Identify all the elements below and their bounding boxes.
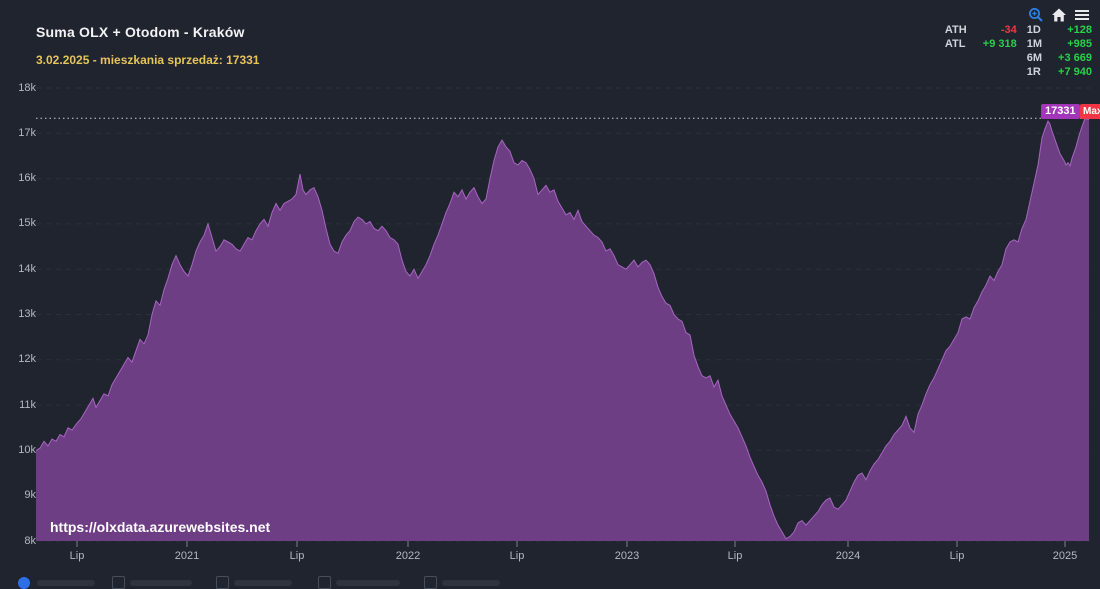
y-axis-label: 16k	[18, 172, 36, 184]
last-value-tag: 17331	[1041, 104, 1080, 119]
y-axis-label: 9k	[24, 489, 36, 501]
menu-icon[interactable]	[1074, 7, 1090, 23]
y-axis-label: 13k	[18, 308, 36, 320]
stat-label: 1R	[1026, 66, 1041, 78]
y-axis-label: 15k	[18, 217, 36, 229]
area-series-line	[35, 117, 1090, 540]
legend-strip	[0, 574, 1100, 589]
y-axis-label: 17k	[18, 127, 36, 139]
legend-label-placeholder	[336, 580, 400, 586]
stat-row: ATL +9 318	[945, 38, 1017, 50]
x-axis-label: Lip	[289, 550, 305, 562]
stat-value: +7 940	[1058, 66, 1092, 78]
y-axis-label: 11k	[19, 399, 36, 411]
stat-label: ATL	[944, 38, 966, 50]
x-axis-label: Lip	[949, 550, 965, 562]
watermark-link[interactable]: https://olxdata.azurewebsites.net	[50, 519, 271, 535]
legend-label-placeholder	[37, 580, 95, 586]
page-title: Suma OLX + Otodom - Kraków	[36, 24, 245, 40]
max-badge: Max	[1080, 104, 1100, 119]
x-axis-label: Lip	[509, 550, 525, 562]
stat-label: 1D	[1026, 24, 1041, 36]
radio-selected-icon[interactable]	[18, 577, 30, 589]
x-axis-label: Lip	[69, 550, 85, 562]
stat-row: 1R +7 940	[1027, 66, 1092, 78]
legend-label-placeholder	[130, 580, 192, 586]
x-axis-label: 2021	[174, 550, 200, 562]
stats-block: ATH -34 ATL +9 318 1D +128 1M +985 6M +3 669 1R +7 …	[945, 24, 1092, 78]
stat-value: +128	[1067, 24, 1092, 36]
y-axis-label: 18k	[18, 82, 36, 94]
y-axis-label: 10k	[18, 444, 36, 456]
stat-row: ATH -34	[945, 24, 1017, 36]
stat-label: 6M	[1026, 52, 1042, 64]
x-axis-label: 2023	[614, 550, 640, 562]
x-axis-label: Lip	[727, 550, 743, 562]
y-axis-label: 8k	[24, 535, 36, 547]
y-axis-label: 12k	[18, 353, 36, 365]
home-icon[interactable]	[1051, 7, 1067, 23]
stats-col-alltime: ATH -34 ATL +9 318	[945, 24, 1017, 78]
x-axis-label: 2022	[395, 550, 421, 562]
stat-label: 1M	[1026, 38, 1042, 50]
y-axis-label: 14k	[18, 263, 36, 275]
checkbox-icon[interactable]	[216, 576, 229, 589]
stat-label: ATH	[944, 24, 967, 36]
zoom-in-icon[interactable]	[1028, 7, 1044, 23]
chart-toolbar	[1028, 7, 1090, 23]
stat-row: 1D +128	[1027, 24, 1092, 36]
stat-row: 6M +3 669	[1027, 52, 1092, 64]
chart-subtitle: 3.02.2025 - mieszkania sprzedaż: 17331	[36, 53, 260, 67]
stat-row: 1M +985	[1027, 38, 1092, 50]
checkbox-icon[interactable]	[318, 576, 331, 589]
chart-header: Suma OLX + Otodom - Kraków 3.02.2025 - m…	[36, 24, 259, 67]
legend-label-placeholder	[234, 580, 292, 586]
stat-value: -34	[1000, 24, 1017, 36]
stat-value: +985	[1067, 38, 1092, 50]
checkbox-icon[interactable]	[112, 576, 125, 589]
x-axis-label: 2024	[835, 550, 861, 562]
legend-label-placeholder	[442, 580, 500, 586]
stat-value: +9 318	[982, 38, 1017, 50]
x-axis-label: 2025	[1052, 550, 1078, 562]
checkbox-icon[interactable]	[424, 576, 437, 589]
stat-value: +3 669	[1058, 52, 1092, 64]
area-series-fill	[36, 118, 1089, 542]
stats-col-periods: 1D +128 1M +985 6M +3 669 1R +7 940	[1027, 24, 1092, 78]
